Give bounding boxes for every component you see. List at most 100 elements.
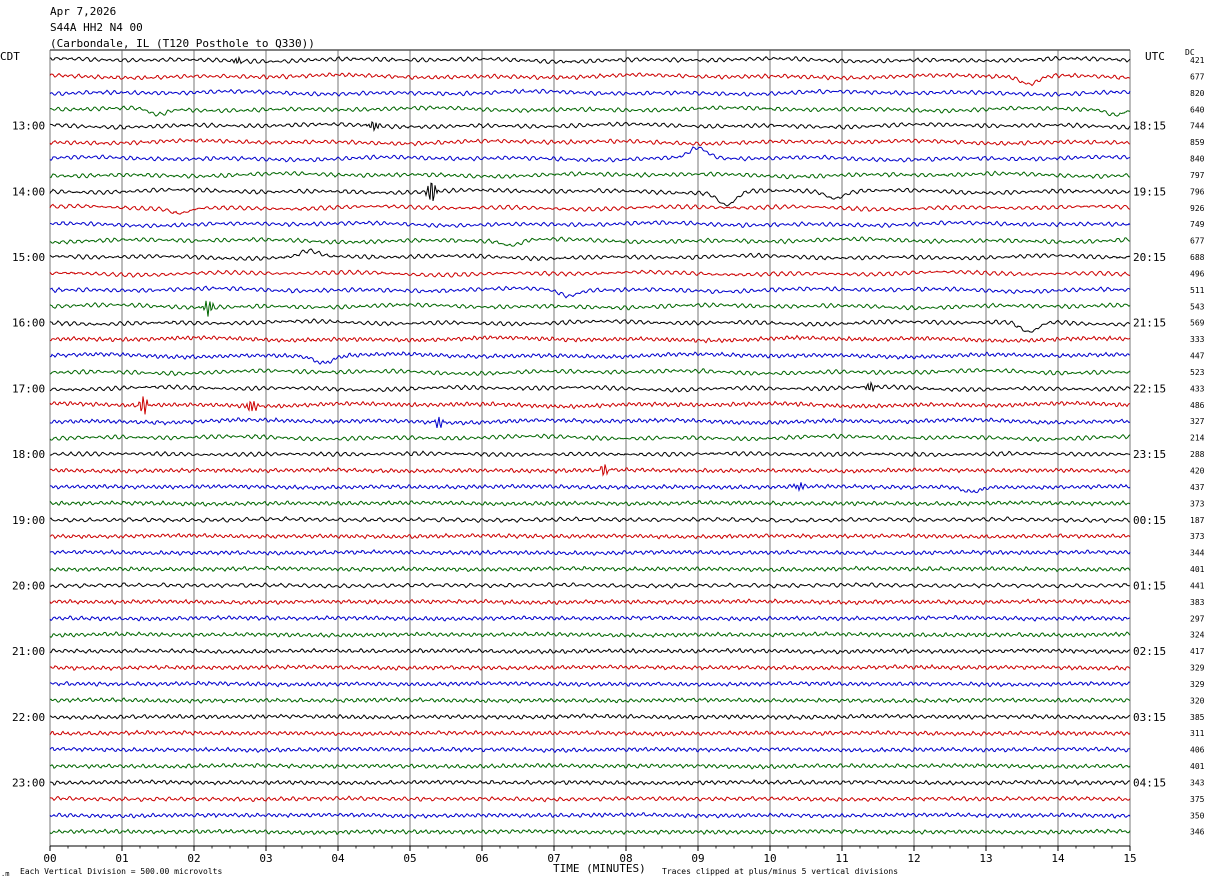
x-tick-label-00: 00 — [43, 852, 56, 865]
x-tick-label-05: 05 — [403, 852, 416, 865]
trace-10 — [49, 220, 1131, 229]
trace-6 — [49, 146, 1131, 163]
trace-2 — [49, 88, 1131, 97]
x-tick-label-01: 01 — [115, 852, 128, 865]
x-tick-label-06: 06 — [475, 852, 488, 865]
dc-offset-43: 401 — [1190, 762, 1205, 771]
trace-41 — [49, 729, 1131, 737]
dc-offset-0: 421 — [1190, 56, 1205, 65]
dc-offset-36: 417 — [1190, 647, 1205, 656]
cdt-label-9: 22:00 — [12, 711, 45, 724]
trace-45 — [49, 795, 1131, 803]
trace-38 — [49, 680, 1131, 688]
utc-label-8: 02:15 — [1133, 645, 1166, 658]
utc-label-5: 23:15 — [1133, 448, 1166, 461]
cdt-hour-labels: 13:00 14:00 15:00 16:00 17:00 18:00 19:00 20:00… — [12, 120, 45, 790]
trace-7 — [49, 170, 1131, 180]
utc-label-4: 22:15 — [1133, 382, 1166, 395]
dc-offset-30: 344 — [1190, 549, 1205, 558]
utc-label-0: 18:15 — [1133, 120, 1166, 133]
trace-35 — [49, 631, 1131, 639]
trace-22 — [49, 416, 1131, 429]
clip-note: Traces clipped at plus/minus 5 vertical … — [662, 867, 899, 876]
dc-offset-7: 797 — [1190, 171, 1205, 180]
dc-offset-14: 511 — [1190, 286, 1205, 295]
dc-offset-44: 343 — [1190, 778, 1205, 787]
trace-32 — [49, 582, 1131, 589]
dc-offset-5: 859 — [1190, 138, 1205, 147]
dc-offset-39: 320 — [1190, 696, 1205, 705]
x-tick-label-15: 15 — [1123, 852, 1136, 865]
trace-43 — [49, 762, 1131, 770]
scale-note: Each Vertical Division = 500.00 microvol… — [20, 867, 223, 876]
dc-offset-11: 677 — [1190, 237, 1205, 246]
x-tick-label-12: 12 — [907, 852, 920, 865]
utc-label-1: 19:15 — [1133, 185, 1166, 198]
trace-group — [49, 55, 1131, 836]
dc-offset-22: 327 — [1190, 417, 1205, 426]
trace-33 — [49, 598, 1131, 606]
trace-42 — [49, 746, 1131, 754]
cdt-label-1: 14:00 — [12, 185, 45, 198]
x-tick-label-14: 14 — [1051, 852, 1065, 865]
trace-12 — [49, 248, 1131, 262]
dc-offset-17: 333 — [1190, 335, 1205, 344]
utc-label-7: 01:15 — [1133, 579, 1166, 592]
header-location: (Carbondale, IL (T120 Posthole to Q330)) — [50, 37, 315, 50]
dc-offset-2: 820 — [1190, 89, 1205, 98]
trace-0 — [49, 55, 1131, 65]
x-tick-label-09: 09 — [691, 852, 704, 865]
utc-label-6: 00:15 — [1133, 514, 1166, 527]
trace-15 — [49, 300, 1131, 317]
x-tick-label-11: 11 — [835, 852, 848, 865]
corner-mark: .m — [1, 870, 10, 878]
cdt-label-8: 21:00 — [12, 645, 45, 658]
cdt-label-7: 20:00 — [12, 579, 45, 592]
dc-offset-35: 324 — [1190, 631, 1205, 640]
x-tick-label-13: 13 — [979, 852, 992, 865]
x-tick-label-04: 04 — [331, 852, 345, 865]
dc-offset-16: 569 — [1190, 319, 1205, 328]
trace-8 — [49, 182, 1131, 207]
dc-offset-42: 406 — [1190, 746, 1205, 755]
dc-offset-labels: 421 677 820 640 744 859 840 797 796 926 749 677 688 4… — [1190, 56, 1205, 837]
right-timezone: UTC — [1145, 50, 1165, 63]
cdt-label-4: 17:00 — [12, 382, 45, 395]
trace-20 — [49, 380, 1131, 393]
dc-offset-6: 840 — [1190, 155, 1205, 164]
dc-offset-28: 187 — [1190, 516, 1205, 525]
utc-label-2: 20:15 — [1133, 251, 1166, 264]
dc-offset-47: 346 — [1190, 828, 1205, 837]
utc-label-3: 21:15 — [1133, 317, 1166, 330]
trace-18 — [49, 351, 1131, 365]
dc-offset-45: 375 — [1190, 795, 1205, 804]
dc-offset-12: 688 — [1190, 253, 1205, 262]
trace-17 — [49, 334, 1131, 344]
x-tick-label-10: 10 — [763, 852, 776, 865]
utc-hour-labels: 18:15 19:15 20:15 21:15 22:15 23:15 00:15 01:15… — [1133, 120, 1166, 790]
cdt-label-0: 13:00 — [12, 120, 45, 133]
dc-offset-18: 447 — [1190, 352, 1205, 361]
dc-offset-9: 926 — [1190, 204, 1205, 213]
dc-offset-8: 796 — [1190, 187, 1205, 196]
dc-offset-40: 385 — [1190, 713, 1205, 722]
trace-3 — [49, 105, 1131, 117]
trace-5 — [49, 137, 1131, 147]
dc-offset-27: 373 — [1190, 499, 1205, 508]
dc-offset-13: 496 — [1190, 269, 1205, 278]
dc-offset-37: 329 — [1190, 664, 1205, 673]
trace-34 — [49, 614, 1131, 622]
trace-47 — [49, 828, 1131, 836]
dc-offset-32: 441 — [1190, 581, 1205, 590]
trace-30 — [49, 549, 1131, 557]
trace-1 — [49, 72, 1131, 87]
dc-offset-21: 486 — [1190, 401, 1205, 410]
minute-grid — [49, 49, 1131, 846]
trace-31 — [49, 565, 1131, 573]
dc-offset-46: 350 — [1190, 811, 1205, 820]
cdt-label-5: 18:00 — [12, 448, 45, 461]
cdt-label-3: 16:00 — [12, 317, 45, 330]
x-tick-label-08: 08 — [619, 852, 632, 865]
utc-label-10: 04:15 — [1133, 776, 1166, 789]
